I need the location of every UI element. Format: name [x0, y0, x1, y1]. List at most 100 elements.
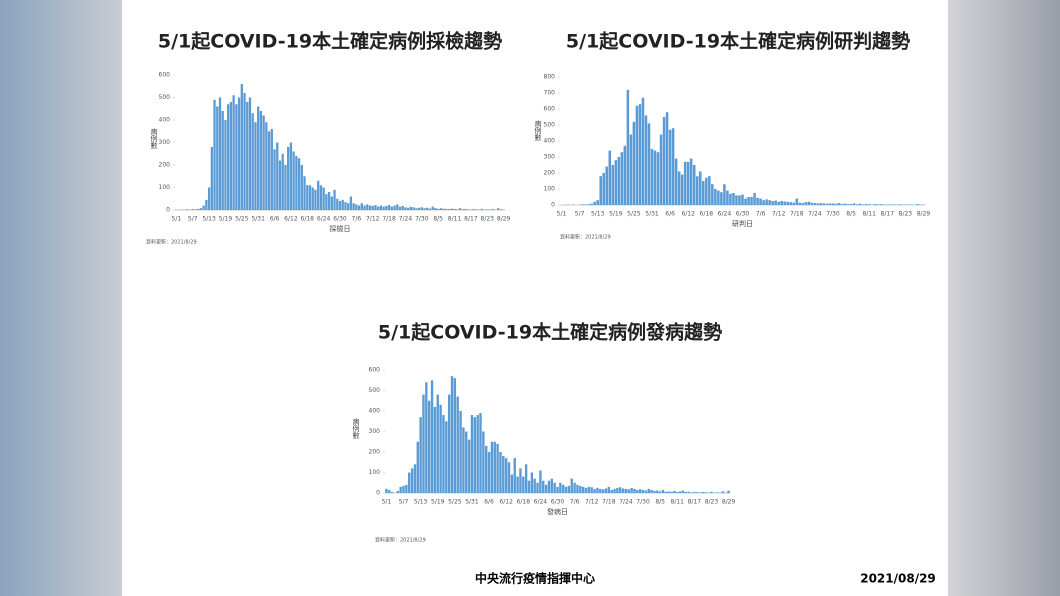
bar — [696, 492, 699, 493]
y-tick-label: 0 — [376, 490, 380, 497]
bar — [717, 190, 720, 205]
bar — [493, 441, 496, 493]
x-tick-label: 5/25 — [448, 499, 462, 506]
bar — [693, 491, 696, 493]
y-tick-label: 400 — [159, 117, 171, 124]
bar — [587, 204, 590, 205]
x-tick-label: 7/24 — [808, 211, 822, 218]
bar — [295, 156, 298, 210]
bar — [798, 202, 802, 205]
y-axis-label: 病例數 — [534, 119, 542, 142]
bar — [596, 487, 599, 493]
bar — [619, 487, 622, 493]
bar — [251, 113, 254, 210]
bar — [430, 380, 434, 493]
bar — [710, 491, 713, 493]
bar — [627, 489, 630, 493]
bar — [349, 196, 353, 210]
bar — [617, 157, 621, 205]
bar — [278, 160, 282, 210]
bar — [825, 203, 829, 205]
bar — [593, 488, 596, 493]
bar — [889, 204, 892, 205]
bar — [442, 208, 445, 210]
x-tick-label: 6/24 — [317, 216, 331, 223]
bar — [686, 161, 690, 205]
bar — [355, 204, 358, 210]
bar — [678, 491, 682, 493]
bar — [476, 415, 479, 493]
chart-title: 5/1起COVID-19本土確定病例發病趨勢 — [378, 321, 722, 344]
bar — [624, 488, 628, 493]
bar — [608, 150, 612, 205]
x-tick-label: 7/6 — [756, 211, 766, 218]
y-tick-label: 200 — [159, 162, 171, 169]
bar — [562, 484, 565, 493]
bar — [753, 193, 756, 205]
x-tick-label: 7/6 — [570, 499, 580, 506]
x-tick-label: 5/19 — [219, 216, 233, 223]
bar — [581, 204, 584, 205]
bar — [590, 487, 593, 493]
x-tick-label: 8/5 — [655, 499, 665, 506]
x-tick-label: 5/13 — [202, 216, 216, 223]
x-tick-label: 5/7 — [575, 211, 585, 218]
bar — [599, 488, 602, 493]
bar — [873, 204, 877, 205]
bar — [186, 209, 189, 210]
x-tick-label: 5/19 — [431, 499, 445, 506]
bar — [916, 204, 919, 205]
bar — [322, 187, 325, 210]
bar — [408, 472, 411, 493]
bar — [399, 486, 402, 493]
bar — [681, 490, 685, 493]
bar — [644, 490, 648, 493]
bar — [641, 97, 645, 205]
x-axis-label: 採檢日 — [330, 224, 351, 233]
bar — [390, 206, 393, 210]
bar — [461, 209, 464, 210]
bar — [499, 452, 502, 493]
x-tick-label: 7/18 — [382, 216, 396, 223]
bar — [447, 394, 451, 493]
bar — [756, 197, 759, 205]
x-tick-label: 8/23 — [481, 216, 495, 223]
x-tick-label: 5/7 — [188, 216, 198, 223]
bar — [636, 489, 639, 493]
bar — [377, 206, 380, 210]
bar — [284, 165, 287, 210]
bar — [507, 462, 511, 493]
bar — [387, 205, 391, 210]
bar — [849, 204, 853, 205]
bar — [502, 456, 505, 493]
bar — [439, 208, 443, 210]
bar — [738, 195, 741, 205]
x-tick-label: 8/23 — [705, 499, 719, 506]
bar — [876, 204, 880, 205]
bar — [711, 184, 714, 205]
bar — [680, 174, 684, 205]
x-tick-label: 6/30 — [333, 216, 347, 223]
bar — [347, 203, 350, 210]
bar — [425, 382, 428, 493]
bar — [458, 208, 462, 210]
bar — [341, 199, 344, 210]
bar — [360, 203, 363, 210]
x-axis-label: 發病日 — [547, 507, 568, 516]
y-tick-label: 800 — [544, 74, 556, 81]
slide-body — [122, 0, 948, 596]
bar — [382, 206, 385, 210]
bar — [453, 378, 457, 493]
x-tick-label: 6/6 — [665, 211, 675, 218]
bar — [771, 201, 774, 205]
bar — [240, 84, 243, 210]
bar — [780, 201, 783, 205]
bar — [405, 484, 408, 493]
x-tick-label: 8/11 — [448, 216, 462, 223]
bar — [576, 484, 579, 493]
bar — [412, 207, 415, 210]
x-tick-label: 6/30 — [736, 211, 750, 218]
bar — [661, 489, 665, 493]
bar — [436, 394, 439, 493]
x-tick-label: 6/6 — [270, 216, 280, 223]
